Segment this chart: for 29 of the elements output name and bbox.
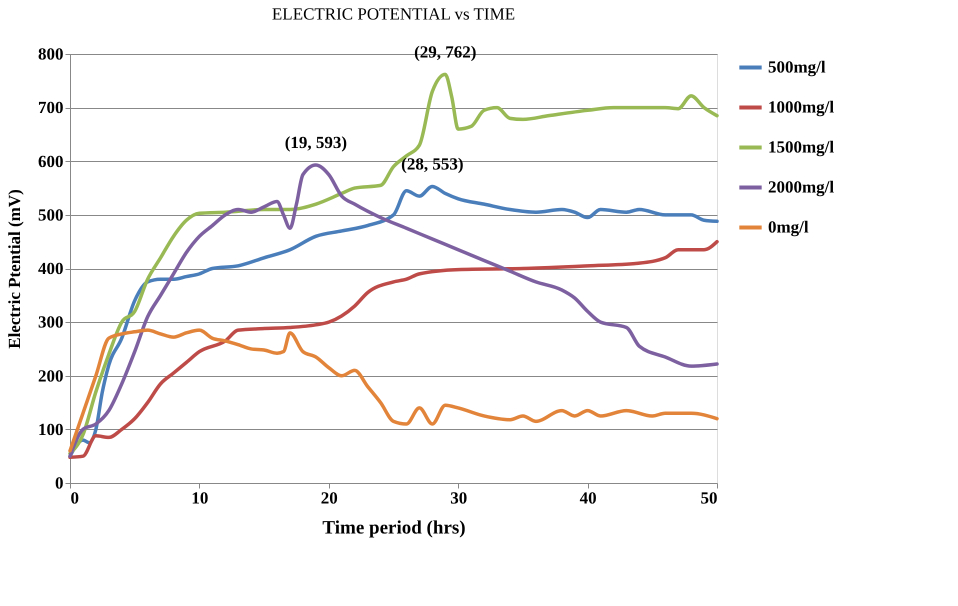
x-tick-label: 50 [700, 488, 718, 508]
legend-label: 0mg/l [768, 218, 809, 236]
x-tick-label: 20 [320, 488, 338, 508]
x-axis-title: Time period (hrs) [322, 518, 466, 538]
legend-label: 1500mg/l [768, 138, 834, 156]
line-series [68, 240, 719, 460]
y-tick-label: 200 [38, 366, 64, 386]
legend-label: 2000mg/l [768, 178, 834, 196]
y-tick-label: 500 [38, 205, 64, 224]
y-tick-label: 100 [38, 420, 64, 439]
line-series [68, 72, 719, 456]
legend-label: 500mg/l [768, 58, 826, 76]
y-tick-label: 800 [38, 44, 64, 64]
x-tick-label: 10 [191, 488, 208, 508]
x-tick-label: 30 [450, 488, 468, 508]
annotation: (29, 762) [414, 42, 476, 62]
annotation: (19, 593) [284, 133, 348, 152]
x-tick-label: 40 [580, 488, 597, 508]
y-axis-title: Electric Ptential (mV) [5, 189, 24, 349]
y-tick-label: 400 [38, 259, 64, 278]
annotation: (28, 553) [401, 154, 464, 174]
chart-title: ELECTRIC POTENTIAL vs TIME [272, 4, 516, 24]
y-tick-label: 0 [55, 474, 64, 492]
y-tick-label: 700 [38, 98, 64, 118]
y-tick-label: 300 [38, 312, 64, 332]
legend-label: 1000mg/l [768, 98, 834, 116]
x-tick-label: 0 [70, 488, 79, 508]
y-tick-label: 600 [38, 152, 64, 171]
line-series [68, 328, 719, 453]
